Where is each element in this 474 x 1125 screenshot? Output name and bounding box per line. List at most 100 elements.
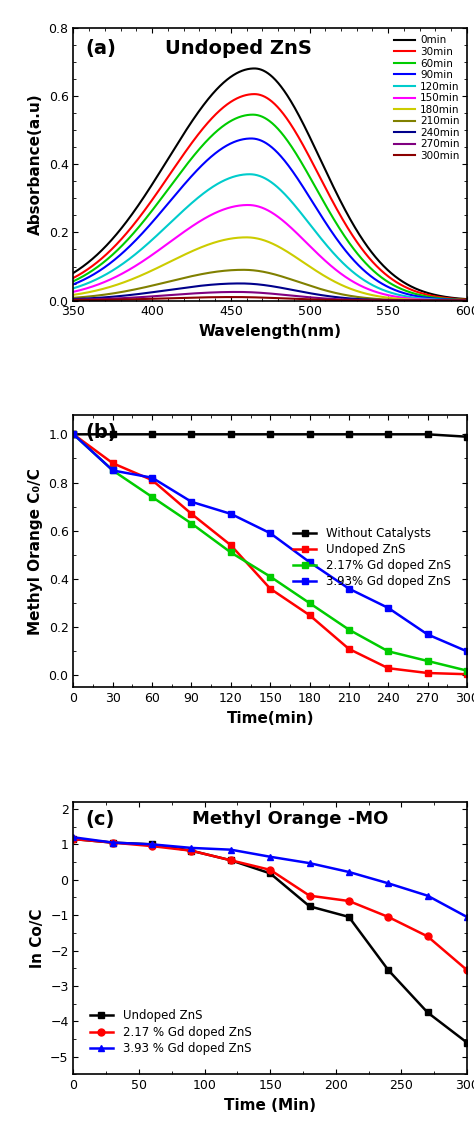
60min	[230, 114, 236, 127]
Line: Without Catalysts: Without Catalysts	[70, 431, 470, 440]
120min	[385, 285, 391, 298]
210min	[71, 291, 76, 305]
Text: (b): (b)	[85, 423, 117, 442]
3.93 % Gd doped ZnS	[71, 830, 76, 844]
Without Catalysts	[346, 428, 352, 441]
Undoped ZnS	[346, 910, 352, 924]
Undoped ZnS	[110, 836, 116, 849]
2.17% Gd doped ZnS	[189, 516, 194, 530]
Line: 270min: 270min	[73, 292, 467, 300]
2.17 % Gd doped ZnS	[385, 910, 391, 924]
Line: 2.17 % Gd doped ZnS: 2.17 % Gd doped ZnS	[70, 836, 470, 973]
210min	[244, 263, 250, 277]
Undoped ZnS	[346, 642, 352, 656]
240min	[341, 291, 347, 305]
Legend: Without Catalysts, Undoped ZnS, 2.17% Gd doped ZnS, 3.93% Gd doped ZnS: Without Catalysts, Undoped ZnS, 2.17% Gd…	[291, 524, 453, 590]
3.93% Gd doped ZnS	[385, 601, 391, 614]
Undoped ZnS	[189, 844, 194, 857]
150min	[464, 294, 470, 307]
270min	[378, 294, 383, 307]
240min	[385, 294, 391, 307]
2.17 % Gd doped ZnS	[71, 832, 76, 846]
Text: (a): (a)	[85, 39, 116, 58]
2.17 % Gd doped ZnS	[464, 963, 470, 976]
240min	[378, 294, 383, 307]
Undoped ZnS	[464, 667, 470, 681]
Undoped ZnS	[464, 1036, 470, 1050]
Text: (c): (c)	[85, 810, 115, 829]
180min	[464, 294, 470, 307]
60min	[341, 228, 347, 242]
Undoped ZnS	[228, 854, 234, 867]
X-axis label: Time(min): Time(min)	[227, 711, 314, 726]
2.17% Gd doped ZnS	[346, 623, 352, 637]
0min	[111, 231, 117, 244]
3.93% Gd doped ZnS	[267, 526, 273, 540]
90min	[111, 254, 117, 268]
2.17% Gd doped ZnS	[110, 464, 116, 477]
Undoped ZnS	[425, 666, 430, 680]
3.93 % Gd doped ZnS	[267, 850, 273, 864]
30min	[385, 269, 391, 282]
Line: Undoped ZnS: Undoped ZnS	[70, 431, 470, 677]
180min	[111, 279, 117, 292]
Without Catalysts	[464, 430, 470, 443]
60min	[244, 108, 250, 122]
240min	[230, 277, 236, 290]
3.93 % Gd doped ZnS	[149, 838, 155, 852]
30min	[111, 241, 117, 254]
0min	[244, 63, 250, 76]
120min	[246, 168, 252, 181]
180min	[385, 291, 391, 305]
30min	[341, 215, 347, 228]
300min	[464, 294, 470, 307]
60min	[378, 270, 383, 284]
3.93 % Gd doped ZnS	[464, 910, 470, 924]
2.17% Gd doped ZnS	[307, 596, 312, 610]
180min	[244, 231, 250, 244]
2.17% Gd doped ZnS	[149, 490, 155, 504]
Y-axis label: Absorbance(a.u): Absorbance(a.u)	[28, 93, 43, 235]
150min	[245, 198, 251, 212]
Line: 3.93 % Gd doped ZnS: 3.93 % Gd doped ZnS	[70, 834, 470, 920]
Legend: Undoped ZnS, 2.17 % Gd doped ZnS, 3.93 % Gd doped ZnS: Undoped ZnS, 2.17 % Gd doped ZnS, 3.93 %…	[87, 1007, 254, 1058]
3.93 % Gd doped ZnS	[110, 836, 116, 849]
90min	[248, 132, 254, 145]
Undoped ZnS	[71, 428, 76, 441]
300min	[230, 290, 236, 304]
Line: 2.17% Gd doped ZnS: 2.17% Gd doped ZnS	[70, 431, 470, 674]
30min	[71, 271, 76, 285]
120min	[244, 168, 250, 181]
Without Catalysts	[189, 428, 194, 441]
120min	[378, 282, 383, 296]
0min	[378, 256, 383, 270]
90min	[464, 294, 470, 307]
2.17 % Gd doped ZnS	[228, 854, 234, 867]
Text: Methyl Orange -MO: Methyl Orange -MO	[191, 810, 388, 828]
300min	[111, 292, 117, 306]
Line: 240min: 240min	[73, 284, 467, 300]
Y-axis label: ln Co/C: ln Co/C	[29, 908, 45, 968]
Without Catalysts	[307, 428, 312, 441]
3.93 % Gd doped ZnS	[307, 856, 312, 870]
0min	[341, 201, 347, 215]
0min	[464, 292, 470, 306]
Line: 30min: 30min	[73, 94, 467, 299]
90min	[230, 136, 236, 150]
Line: 90min: 90min	[73, 138, 467, 300]
120min	[341, 258, 347, 271]
2.17 % Gd doped ZnS	[149, 839, 155, 853]
2.17 % Gd doped ZnS	[110, 836, 116, 849]
180min	[230, 232, 236, 245]
Undoped ZnS	[425, 1006, 430, 1019]
Undoped ZnS	[149, 474, 155, 487]
120min	[111, 263, 117, 277]
2.17 % Gd doped ZnS	[267, 863, 273, 876]
Line: Undoped ZnS: Undoped ZnS	[70, 836, 470, 1046]
90min	[385, 280, 391, 294]
2.17 % Gd doped ZnS	[189, 844, 194, 857]
Undoped ZnS	[228, 539, 234, 552]
Without Catalysts	[267, 428, 273, 441]
Undoped ZnS	[307, 900, 312, 914]
3.93% Gd doped ZnS	[149, 471, 155, 485]
